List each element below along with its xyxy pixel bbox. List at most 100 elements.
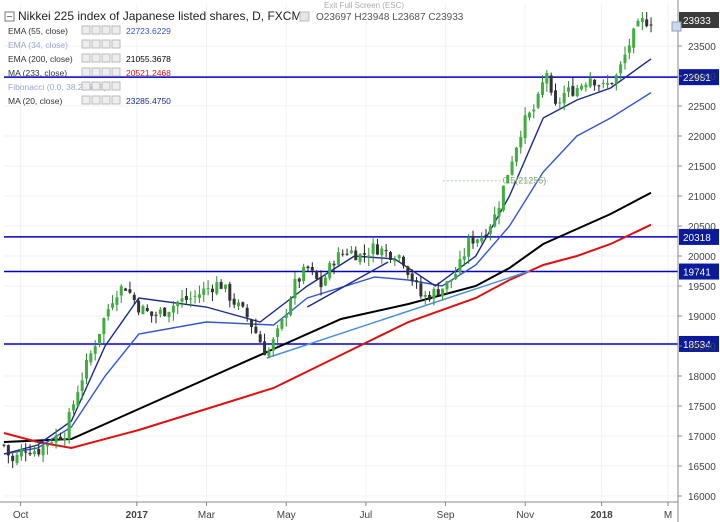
horizontal-level-badge [679, 263, 719, 280]
x-tick-label: May [277, 510, 296, 521]
candle-body [497, 208, 501, 217]
indicator-control-icon[interactable] [101, 81, 111, 91]
indicator-control-icon[interactable] [101, 53, 111, 63]
horizontal-levels-layer: 22981 20318 19741 18534 [4, 69, 719, 352]
candle-body [223, 284, 227, 289]
horizontal-level-badge [679, 69, 719, 86]
candle-body [588, 78, 592, 87]
candle-body [154, 314, 158, 316]
indicator-control-icon[interactable] [111, 39, 121, 49]
indicator-control-icon[interactable] [81, 39, 91, 49]
indicator-value: 21055.3678 [126, 54, 171, 64]
candle-body [150, 311, 154, 316]
indicator-control-icon[interactable] [111, 25, 121, 35]
candle-body [263, 341, 267, 356]
candle-body [441, 288, 445, 297]
candle-body [432, 288, 436, 299]
candle-body [345, 253, 349, 255]
indicator-control-icon[interactable] [91, 53, 101, 63]
series-line [3, 92, 652, 455]
y-tick-label: 23000 [688, 72, 716, 83]
candle-body [597, 85, 601, 87]
candle-body [584, 84, 588, 88]
y-tick-label: 17500 [688, 402, 716, 413]
candle-body [180, 298, 184, 302]
candle-body [567, 87, 571, 92]
candle-body [41, 445, 45, 456]
indicator-control-icon[interactable] [111, 67, 121, 77]
indicator-control-icon[interactable] [91, 25, 101, 35]
candle-body [449, 280, 453, 282]
candle-body [193, 295, 197, 297]
candle-body [289, 298, 293, 316]
indicator-control-icon[interactable] [81, 53, 91, 63]
candle-body [532, 109, 536, 112]
candle-body [367, 255, 371, 258]
candle-body [119, 286, 123, 296]
indicator-control-icon[interactable] [111, 95, 121, 105]
candle-body [558, 102, 562, 104]
indicator-row: EMA (200, close) 21055.3678 [8, 53, 171, 64]
candle-body [467, 237, 471, 257]
y-tick-label: 19000 [688, 312, 716, 323]
indicator-row: Fibonacci (0.0, 38.2, 61.8) [8, 81, 121, 92]
candle-body [358, 253, 362, 263]
indicator-control-icon[interactable] [111, 81, 121, 91]
candle-body [206, 288, 210, 290]
candle-body [454, 273, 458, 280]
trendlines-layer: 0.5(21255) [266, 176, 548, 359]
candle-body [202, 288, 206, 295]
candle-body [549, 75, 553, 93]
candle-body [462, 256, 466, 260]
screenshot-icon[interactable] [671, 21, 682, 32]
y-tick-label: 21000 [688, 192, 716, 203]
indicator-label: MA (233, close) [8, 68, 67, 78]
indicator-control-icon[interactable] [81, 25, 91, 35]
candle-body [215, 282, 219, 294]
exit-fullscreen-link[interactable]: Exit Full Screen (ESC) [324, 1, 404, 10]
candle-body [632, 28, 636, 48]
candle-body [284, 314, 288, 318]
indicator-control-icon[interactable] [101, 39, 111, 49]
candle-body [245, 307, 249, 318]
indicator-label: EMA (200, close) [8, 54, 73, 64]
indicator-control-icon[interactable] [91, 81, 101, 91]
candle-body [636, 20, 640, 27]
candle-body [85, 360, 89, 379]
candle-body [37, 449, 41, 455]
collapse-toggle-icon[interactable] [4, 11, 15, 22]
candle-body [349, 250, 353, 254]
horizontal-level-label: 20318 [683, 233, 711, 244]
y-tick-label: 20000 [688, 252, 716, 263]
indicator-control-icon[interactable] [101, 67, 111, 77]
indicator-control-icon[interactable] [101, 25, 111, 35]
candle-body [102, 318, 106, 335]
candle-body [384, 250, 388, 252]
candle-body [480, 236, 484, 242]
indicator-control-icon[interactable] [81, 95, 91, 105]
candle-body [106, 309, 110, 317]
candle-body [393, 260, 397, 262]
indicator-control-icon[interactable] [111, 53, 121, 63]
candle-body [415, 280, 419, 283]
indicator-control-icon[interactable] [81, 81, 91, 91]
y-tick-label: 16000 [688, 492, 716, 503]
indicator-control-icon[interactable] [81, 67, 91, 77]
candle-body [410, 273, 414, 282]
indicator-control-icon[interactable] [101, 95, 111, 105]
indicator-control-icon[interactable] [91, 67, 101, 77]
x-tick-label: Jul [359, 510, 372, 521]
candle-body [397, 255, 401, 259]
candle-body [176, 301, 180, 307]
indicator-row: EMA (34, close) [8, 39, 121, 50]
candle-body [28, 452, 32, 455]
indicator-row: MA (233, close) 20521.2468 [8, 67, 171, 78]
indicator-control-icon[interactable] [91, 95, 101, 105]
indicator-control-icon[interactable] [91, 39, 101, 49]
candle-body [171, 305, 175, 313]
legend-layer: EMA (55, close) 22723.6229 EMA (34, close)… [8, 25, 171, 106]
current-price-label: 23933 [683, 16, 711, 27]
settings-icon[interactable] [299, 11, 310, 22]
candle-body [406, 266, 410, 275]
candle-body [501, 185, 505, 211]
